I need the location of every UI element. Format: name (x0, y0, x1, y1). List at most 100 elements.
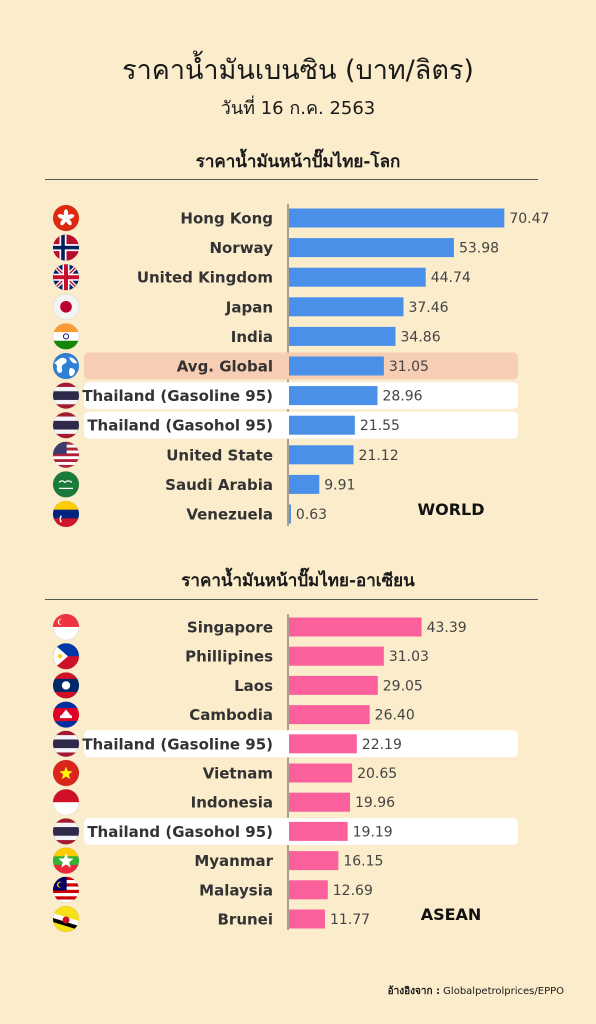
bar (289, 705, 370, 725)
bar (289, 297, 404, 317)
category-label: United State (166, 446, 273, 464)
value-label: 12.69 (333, 883, 373, 899)
category-label: Cambodia (189, 706, 273, 724)
category-label: Hong Kong (180, 210, 273, 228)
bar (289, 646, 384, 666)
bar (289, 267, 426, 287)
world-price-chart: Hong Kong 70.47 Norway 53.98 United Kingdom 4… (0, 200, 596, 535)
laos-flag-icon (52, 672, 80, 699)
bar (289, 208, 505, 228)
united-kingdom-flag-icon (52, 263, 80, 291)
category-label: Laos (234, 677, 273, 695)
category-label: Venezuela (186, 506, 273, 524)
chart-row: United State 21.12 (52, 441, 399, 469)
chart-row: Cambodia 26.40 (52, 701, 415, 728)
region-label: WORLD (417, 500, 484, 519)
category-label: Malaysia (199, 881, 273, 899)
thailand-flag-icon (52, 382, 80, 410)
value-label: 26.40 (375, 708, 415, 724)
bar (289, 326, 396, 346)
value-label: 0.63 (296, 507, 327, 523)
value-label: 19.19 (353, 824, 393, 840)
category-label: Myanmar (194, 852, 273, 870)
category-label: Indonesia (191, 794, 273, 812)
chart-row: India 34.86 (52, 322, 441, 350)
asean-section-title: ราคาน้ำมันหน้าปั๊มไทย-อาเซียน (181, 571, 415, 591)
value-label: 16.15 (343, 854, 383, 870)
chart-row: Indonesia 19.96 (52, 788, 395, 816)
value-label: 28.96 (382, 389, 422, 405)
bar (289, 880, 328, 900)
source-note: อ้างอิงจาก : Globalpetrolprices/EPPO (388, 984, 564, 999)
region-label: ASEAN (421, 905, 482, 924)
category-label: Avg. Global (177, 358, 273, 376)
venezuela-flag-icon (52, 500, 80, 528)
bar (289, 504, 291, 524)
malaysia-flag-icon (52, 876, 80, 904)
bar (289, 763, 353, 783)
world-section-title: ราคาน้ำมันหน้าปั๊มไทย-โลก (195, 152, 401, 172)
bar (289, 821, 348, 841)
category-label: Thailand (Gasoline 95) (82, 387, 273, 405)
chart-row: Singapore 43.39 (52, 613, 467, 641)
value-label: 21.12 (359, 448, 399, 464)
thailand-flag-icon (52, 730, 80, 758)
world-divider (45, 179, 538, 180)
bar (289, 851, 339, 871)
category-label: Thailand (Gasohol 95) (87, 823, 273, 841)
bar (289, 474, 320, 494)
cambodia-flag-icon (52, 701, 80, 728)
chart-row: Myanmar 16.15 (52, 847, 383, 875)
asean-price-chart: Singapore 43.39 Phillipines 31.03 Laos 29.05 C… (0, 612, 596, 937)
globe-icon (52, 352, 80, 380)
chart-row: Thailand (Gasohol 95) 19.19 (52, 817, 518, 845)
thailand-flag-icon (52, 411, 80, 439)
page-title: ราคาน้ำมันเบนซิน (บาท/ลิตร) (122, 55, 474, 86)
source-text: Globalpetrolprices/EPPO (443, 986, 564, 997)
hong-kong-flag-icon (52, 204, 80, 232)
value-label: 44.74 (431, 270, 471, 286)
chart-row: United Kingdom 44.74 (52, 263, 471, 291)
value-label: 53.98 (459, 241, 499, 257)
category-label: India (231, 328, 273, 346)
bar (289, 792, 350, 812)
indonesia-flag-icon (52, 788, 80, 816)
bar (289, 415, 355, 435)
singapore-flag-icon (52, 613, 80, 641)
chart-row: Avg. Global 31.05 (52, 352, 518, 380)
value-label: 19.96 (355, 795, 395, 811)
chart-row: Brunei 11.77 (52, 905, 370, 933)
value-label: 21.55 (360, 418, 400, 434)
category-label: Phillipines (185, 648, 273, 666)
vietnam-flag-icon (52, 759, 80, 787)
chart-row: Malaysia 12.69 (52, 876, 373, 904)
bar (289, 617, 422, 637)
category-label: Brunei (217, 911, 273, 929)
value-label: 20.65 (357, 766, 397, 782)
page-subtitle: วันที่ 16 ก.ค. 2563 (220, 98, 376, 119)
value-label: 70.47 (509, 211, 549, 227)
category-label: Saudi Arabia (165, 476, 273, 494)
bar (289, 445, 354, 465)
chart-row: Hong Kong 70.47 (52, 204, 549, 232)
brunei-flag-icon (52, 905, 80, 933)
value-label: 37.46 (408, 300, 448, 316)
chart-row: Japan 37.46 (52, 293, 449, 321)
thailand-flag-icon (52, 817, 80, 845)
chart-row: Laos 29.05 (52, 672, 423, 699)
chart-row: Venezuela 0.63 (52, 500, 327, 528)
japan-flag-icon (52, 293, 80, 321)
category-label: Thailand (Gasohol 95) (87, 417, 273, 435)
value-label: 31.05 (389, 359, 429, 375)
value-label: 43.39 (427, 620, 467, 636)
category-label: Vietnam (203, 765, 273, 783)
value-label: 9.91 (324, 477, 355, 493)
category-label: United Kingdom (137, 269, 273, 287)
value-label: 34.86 (401, 329, 441, 345)
bar (289, 356, 384, 376)
value-label: 22.19 (362, 737, 402, 753)
saudi-arabia-flag-icon (52, 470, 80, 498)
chart-row: Thailand (Gasohol 95) 21.55 (52, 411, 518, 439)
india-flag-icon (52, 322, 80, 350)
chart-row: Norway 53.98 (52, 234, 499, 261)
